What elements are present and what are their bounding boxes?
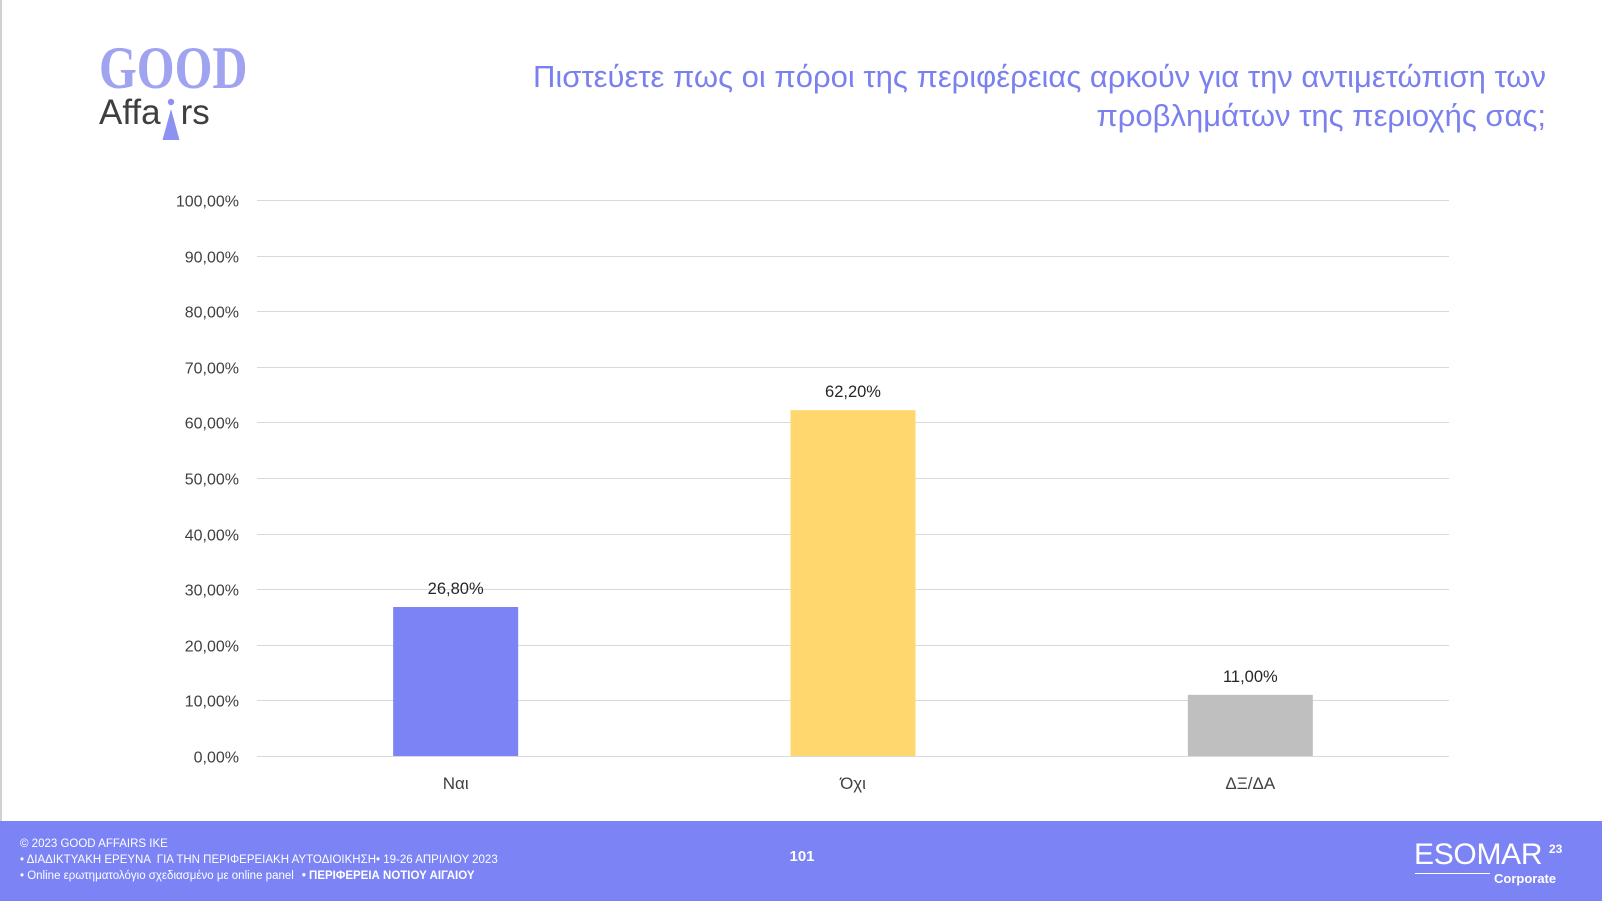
slide-title: Πιστεύετε πως οι πόροι της περιφέρειας α… xyxy=(533,57,1546,135)
y-tick-label: 40,00% xyxy=(185,528,239,545)
x-category-label: ΔΞ/ΔΑ xyxy=(1225,774,1275,793)
footer-survey-line: • ΔΙΑΔΙΚΤΥΑΚΗ ΕΡΕΥΝΑ ΓΙΑ ΤΗΝ ΠΕΡΙΦΕΡΕΙΑΚ… xyxy=(20,854,498,866)
page-number: 101 xyxy=(789,848,815,865)
y-tick-label: 20,00% xyxy=(185,639,239,656)
esomar-logo-rule xyxy=(1415,873,1490,874)
bar-value-label: 26,80% xyxy=(428,580,484,598)
y-tick-label: 80,00% xyxy=(185,305,239,322)
slide-title-line-2: προβλημάτων της περιοχής σας; xyxy=(1096,98,1546,133)
footer-region: • ΠΕΡΙΦΕΡΕΙΑ ΝΟΤΙΟΥ ΑΙΓΑΙΟΥ xyxy=(301,870,475,882)
y-tick-label: 100,00% xyxy=(176,194,239,211)
bar-chart: 0,00% 10,00% 20,00% 30,00% 40,00% 50,00% 60,00… xyxy=(176,194,1449,793)
esomar-logo-tier: Corporate xyxy=(1494,871,1557,886)
footer-method-line: • Online ερωτηματολόγιο σχεδιασμένο με o… xyxy=(20,870,294,882)
bar-value-label: 11,00% xyxy=(1223,668,1278,686)
y-tick-label: 10,00% xyxy=(185,694,239,711)
y-tick-label: 30,00% xyxy=(185,583,239,600)
footer-bar: © 2023 GOOD AFFAIRS IKE • ΔΙΑΔΙΚΤΥΑΚΗ ΕΡΕ… xyxy=(0,821,1602,901)
esomar-logo-name: ESOMAR xyxy=(1414,838,1543,871)
y-tick-label: 60,00% xyxy=(185,416,239,433)
y-tick-label: 90,00% xyxy=(185,250,239,267)
x-category-label: Όχι xyxy=(839,774,866,793)
logo-affairs-right-letters: rs xyxy=(180,93,210,132)
footer-method-line-row: • Online ερωτηματολόγιο σχεδιασμένο με o… xyxy=(20,868,498,884)
footer-copyright: © 2023 GOOD AFFAIRS IKE xyxy=(20,838,168,850)
bar-value-label: 62,20% xyxy=(825,383,881,401)
y-tick-label: 70,00% xyxy=(185,361,239,378)
x-category-label: Ναι xyxy=(443,774,469,793)
logo-good-wordmark: GOOD xyxy=(99,35,248,101)
logo-affairs-left-letters: Affa xyxy=(99,93,161,132)
chart-bar xyxy=(1187,694,1313,756)
y-tick-label: 0,00% xyxy=(194,750,239,767)
chart-bar xyxy=(393,606,519,756)
slide-left-border xyxy=(0,0,2,821)
chart-bar xyxy=(790,410,916,756)
y-tick-label: 50,00% xyxy=(185,472,239,489)
slide-title-line-1: Πιστεύετε πως οι πόροι της περιφέρειας α… xyxy=(533,59,1546,94)
logo-triangle-i-icon xyxy=(162,98,180,140)
esomar-logo-superscript: 23 xyxy=(1549,842,1563,856)
footer-info: © 2023 GOOD AFFAIRS IKE • ΔΙΑΔΙΚΤΥΑΚΗ ΕΡΕ… xyxy=(20,836,498,884)
logo-affairs-wordmark: Affa rs xyxy=(99,95,210,140)
